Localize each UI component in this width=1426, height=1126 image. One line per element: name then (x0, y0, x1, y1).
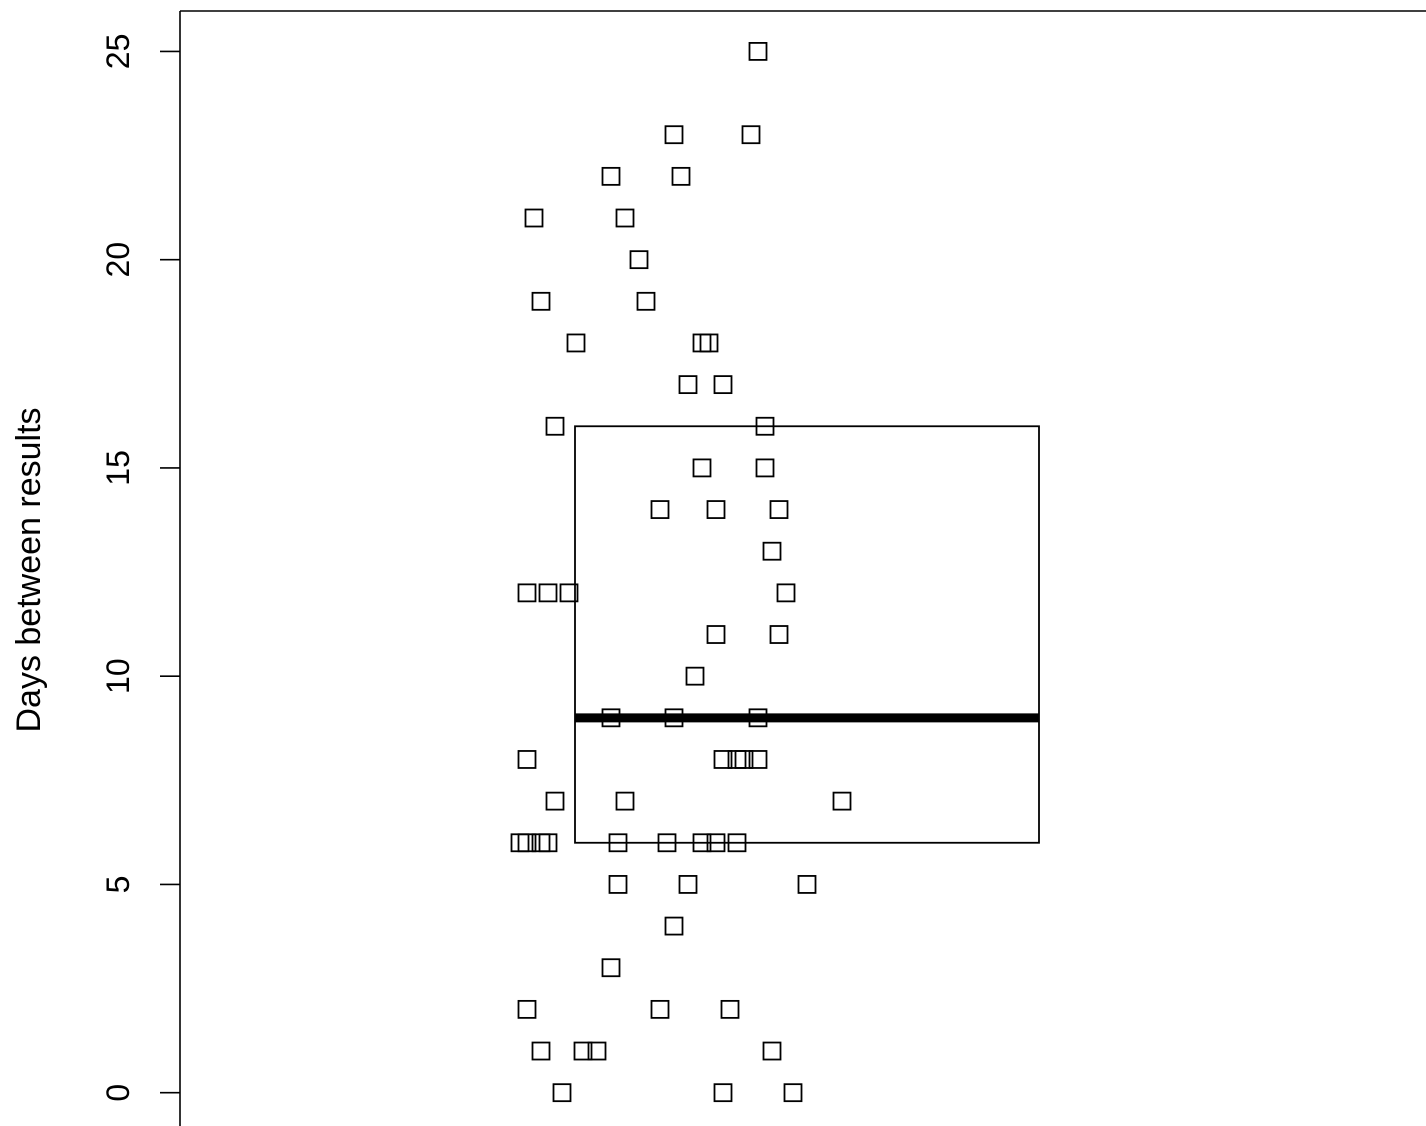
data-point (517, 583, 537, 603)
data-point (608, 875, 628, 894)
data-point (762, 1041, 782, 1061)
data-point (650, 999, 670, 1019)
data-point (664, 916, 684, 936)
data-point (755, 416, 775, 436)
data-point (713, 1083, 733, 1103)
y-tick-label: 0 (100, 1084, 136, 1102)
data-point (517, 833, 537, 853)
data-point (678, 375, 698, 395)
data-point (636, 291, 656, 311)
data-point (699, 333, 719, 353)
data-point (524, 208, 544, 228)
data-point (706, 625, 726, 644)
data-point (755, 458, 775, 478)
data-point (601, 166, 621, 186)
data-point (769, 500, 789, 519)
data-point (601, 708, 621, 728)
data-point (615, 208, 635, 228)
data-points (510, 42, 852, 1103)
y-tick-label: 20 (100, 242, 136, 278)
data-point (573, 1041, 593, 1061)
data-point (545, 791, 565, 811)
data-point (748, 42, 768, 61)
y-tick-label: 25 (100, 34, 136, 70)
data-point (650, 500, 670, 519)
y-tick-label: 15 (100, 450, 136, 486)
data-point (629, 250, 649, 270)
data-point (762, 541, 782, 561)
data-point (720, 999, 740, 1019)
data-point (692, 333, 712, 353)
data-point (832, 791, 852, 811)
data-point (797, 875, 817, 894)
data-point (531, 291, 551, 311)
data-point (615, 791, 635, 811)
box-iqr (574, 425, 1040, 844)
data-point (685, 666, 705, 686)
y-tick-label: 5 (100, 876, 136, 894)
data-point (748, 750, 768, 769)
data-point (538, 833, 558, 853)
data-point (734, 750, 754, 769)
data-point (510, 833, 530, 853)
data-point (664, 125, 684, 145)
data-point (517, 999, 537, 1019)
data-point (531, 1041, 551, 1061)
data-point (692, 458, 712, 478)
data-point (545, 416, 565, 436)
data-point (538, 583, 558, 603)
data-point (559, 583, 579, 603)
data-point (783, 1083, 803, 1103)
data-point (608, 833, 628, 853)
data-point (517, 750, 537, 769)
data-point (664, 708, 684, 728)
data-point (727, 833, 747, 853)
y-tick-label: 10 (100, 658, 136, 694)
data-point (692, 833, 712, 853)
data-point (769, 625, 789, 644)
data-point (552, 1083, 572, 1103)
data-point (713, 750, 733, 769)
data-point (741, 125, 761, 145)
data-point (713, 375, 733, 395)
data-point (657, 833, 677, 853)
plot-frame (179, 10, 1426, 1126)
box-plot (574, 425, 1040, 844)
data-point (601, 958, 621, 978)
data-point (678, 875, 698, 894)
data-point (776, 583, 796, 603)
y-axis-title: Days between results (10, 407, 48, 732)
data-point (706, 500, 726, 519)
data-point (706, 833, 726, 853)
data-point (671, 166, 691, 186)
data-point (566, 333, 586, 353)
data-point (587, 1041, 607, 1061)
data-point (748, 708, 768, 728)
y-axis: 0 5 10 15 20 25 (100, 34, 180, 1102)
